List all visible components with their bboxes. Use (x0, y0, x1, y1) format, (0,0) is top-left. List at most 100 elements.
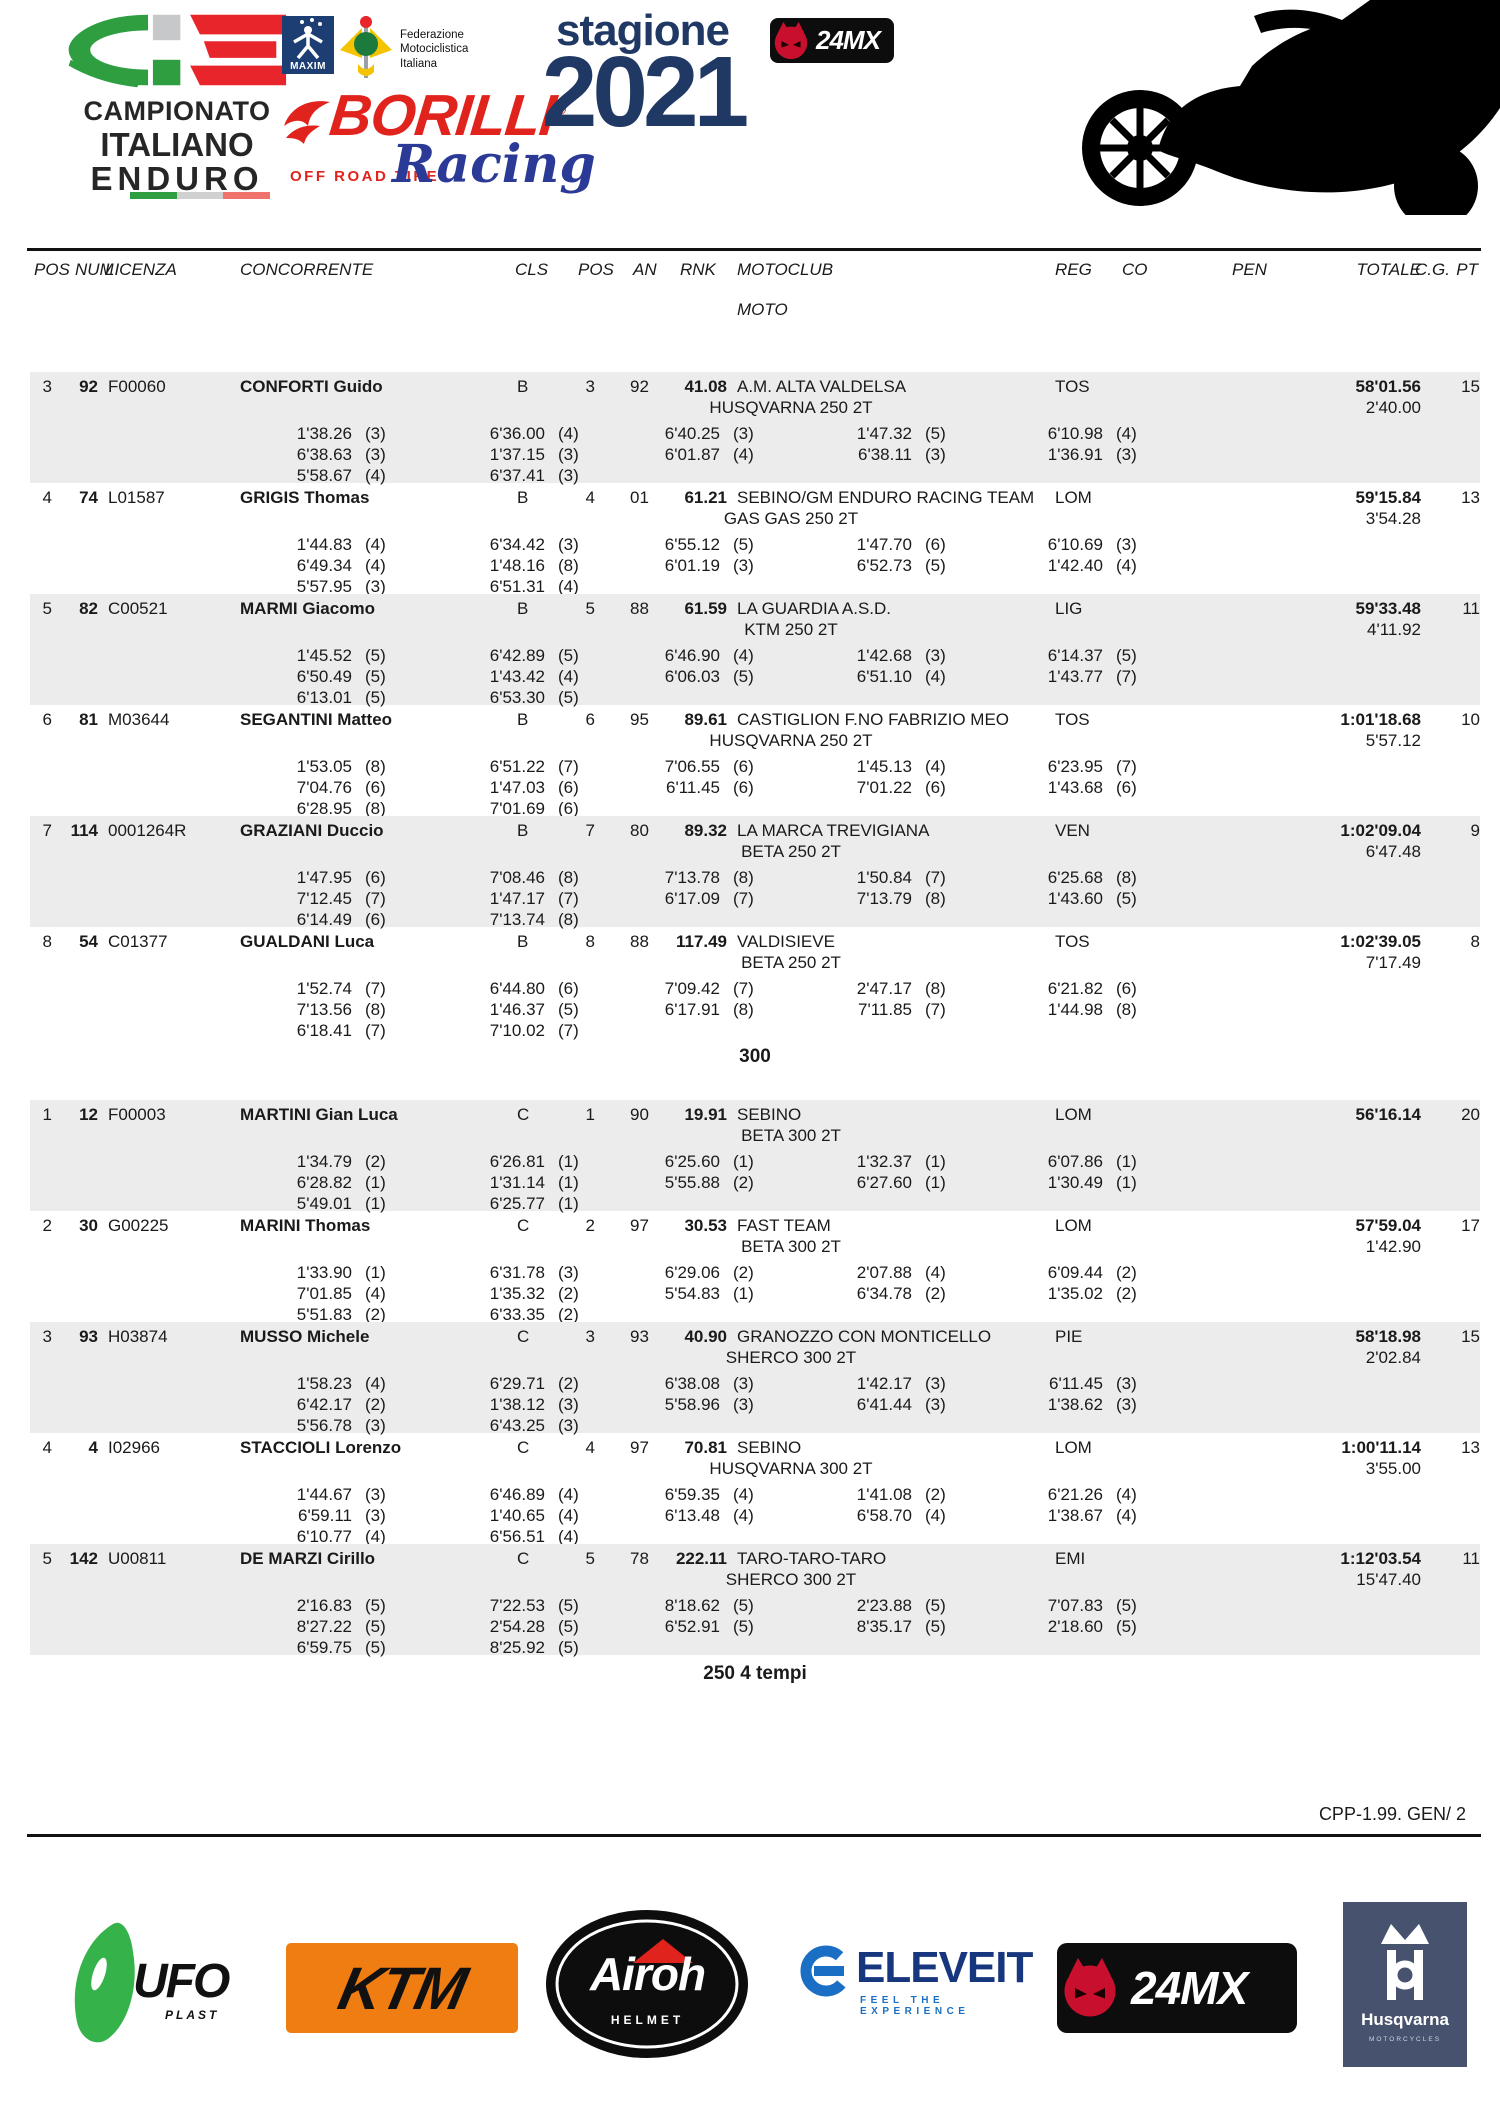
result-row: 4 4 I02966 STACCIOLI Lorenzo C 4 97 70.81 SEBINO… (30, 1433, 1480, 1546)
lap-rank: (4) (1116, 1485, 1137, 1504)
lap-rank: (1) (925, 1152, 946, 1171)
lap-rank: (8) (558, 868, 579, 887)
lap-rank: (6) (1116, 979, 1137, 998)
col-totale: 58'01.56 (1355, 377, 1422, 396)
col-gap: 7'17.49 (1365, 953, 1421, 972)
lap-time: 5'49.01 (296, 1194, 352, 1213)
lap-time: 1'47.03 (489, 778, 545, 797)
lap-rank: (3) (1116, 535, 1137, 554)
col-licenza: F00060 (108, 377, 166, 396)
lap-time: 6'49.34 (296, 556, 352, 575)
lap-line: 6'38.63 (3) 1'37.15 (3) 6'01.87 (4) 6'38.11 (3)… (30, 445, 1480, 465)
lap-rank: (1) (1116, 1173, 1137, 1192)
col-header-cls: CLS (515, 260, 549, 279)
col-cls: B (517, 599, 529, 618)
col-num: 30 (79, 1216, 98, 1235)
lap-line: 5'49.01 (1) 6'25.77 (1) (30, 1194, 1480, 1214)
lap-time: 6'34.42 (489, 535, 545, 554)
lap-time: 1'43.42 (489, 667, 545, 686)
col-pos: 6 (42, 710, 52, 729)
col-header-pos: POS (34, 260, 70, 279)
24mx-footer-logo: 24MX (1057, 1943, 1297, 2033)
col-pt: 11 (1462, 1549, 1480, 1568)
lap-rank: (7) (365, 1021, 386, 1040)
lap-rank: (3) (365, 577, 386, 596)
col-header-concorrente: CONCORRENTE (240, 260, 374, 279)
lap-rank: (7) (1116, 667, 1137, 686)
lap-line: 1'53.05 (8) 6'51.22 (7) 7'06.55 (6) 1'45.13 (4)… (30, 757, 1480, 777)
lap-rank: (1) (733, 1284, 754, 1303)
col-pos: 5 (42, 1549, 52, 1568)
lap-time: 1'40.65 (489, 1506, 545, 1525)
col-motoclub: SEBINO (737, 1105, 802, 1124)
lap-rank: (4) (925, 1506, 946, 1525)
result-row: 8 54 C01377 GUALDANI Luca B 8 88 117.49 VALDISIE… (30, 927, 1480, 1040)
lap-rank: (8) (365, 799, 386, 818)
eleveit-logo: ELEVEIT FEEL THE EXPERIENCE (798, 1943, 1033, 2023)
lap-time: 5'55.88 (664, 1173, 720, 1192)
lap-time: 1'53.05 (296, 757, 352, 776)
col-totale: 1:02'09.04 (1340, 821, 1421, 840)
col-pos: 4 (42, 1438, 52, 1457)
lap-rank: (2) (365, 1152, 386, 1171)
lap-line: 6'14.49 (6) 7'13.74 (8) (30, 910, 1480, 930)
lap-rank: (5) (925, 424, 946, 443)
lap-time: 7'13.79 (856, 889, 912, 908)
col-totale: 59'33.48 (1355, 599, 1422, 618)
ufo-sublabel: PLAST (165, 2008, 220, 2022)
lap-time: 6'42.17 (296, 1395, 352, 1414)
lap-time: 8'35.17 (856, 1617, 912, 1636)
lap-time: 1'46.37 (489, 1000, 545, 1019)
col-gap: 2'02.84 (1365, 1348, 1421, 1367)
col-num: 114 (70, 821, 98, 840)
col-pt: 17 (1461, 1216, 1480, 1235)
col-moto: HUSQVARNA 250 2T (709, 398, 873, 417)
lap-time: 6'43.25 (489, 1416, 545, 1435)
result-row: 3 93 H03874 MUSSO Michele C 3 93 40.90 GRANOZZO … (30, 1322, 1480, 1435)
lap-rank: (5) (365, 646, 386, 665)
tricolor-green (130, 192, 177, 199)
col-header-reg: REG (1055, 260, 1092, 279)
lap-time: 8'18.62 (664, 1596, 720, 1615)
lap-time: 5'58.96 (664, 1395, 720, 1414)
lap-time: 6'55.12 (664, 535, 720, 554)
husqvarna-logo: Husqvarna MOTORCYCLES (1343, 1902, 1467, 2067)
footer-divider (27, 1834, 1481, 1837)
col-rnk: 19.91 (684, 1105, 727, 1124)
result-row: 5 82 C00521 MARMI Giacomo B 5 88 61.59 LA GUARDI… (30, 594, 1480, 708)
lap-time: 1'50.84 (856, 868, 912, 887)
lap-time: 2'23.88 (856, 1596, 912, 1615)
col-num: 82 (79, 599, 98, 618)
lap-rank: (2) (558, 1374, 579, 1393)
lap-time: 1'43.77 (1047, 667, 1103, 686)
lap-line: 6'13.01 (5) 6'53.30 (5) (30, 688, 1480, 708)
lap-rank: (5) (1116, 646, 1137, 665)
lap-rank: (5) (733, 1596, 754, 1615)
lap-time: 1'42.68 (856, 646, 912, 665)
col-gap: 15'47.40 (1356, 1570, 1421, 1589)
lap-time: 5'54.83 (664, 1284, 720, 1303)
col-header-motoclub: MOTOCLUB (737, 260, 834, 279)
lap-rank: (8) (925, 979, 946, 998)
col-rnk: 222.11 (675, 1549, 727, 1568)
lap-rank: (4) (733, 1506, 754, 1525)
col-cls: B (517, 377, 529, 396)
lap-time: 1'45.13 (856, 757, 912, 776)
lap-rank: (1) (733, 1152, 754, 1171)
col-licenza: F00003 (108, 1105, 166, 1124)
lap-rank: (3) (733, 424, 754, 443)
lap-rank: (1) (925, 1173, 946, 1192)
lap-rank: (3) (365, 1485, 386, 1504)
maxim-label: MAXIM (290, 61, 326, 72)
col-num: 93 (79, 1327, 98, 1346)
lap-time: 7'13.74 (489, 910, 545, 929)
col-cls: B (517, 821, 529, 840)
lap-rank: (3) (365, 445, 386, 464)
lap-time: 1'47.70 (856, 535, 912, 554)
col-name: MUSSO Michele (240, 1327, 370, 1346)
col-pt: 15 (1461, 377, 1480, 396)
col-licenza: I02966 (108, 1438, 160, 1457)
lap-time: 6'10.69 (1047, 535, 1103, 554)
lap-time: 6'28.82 (296, 1173, 352, 1192)
lap-time: 6'34.78 (856, 1284, 912, 1303)
